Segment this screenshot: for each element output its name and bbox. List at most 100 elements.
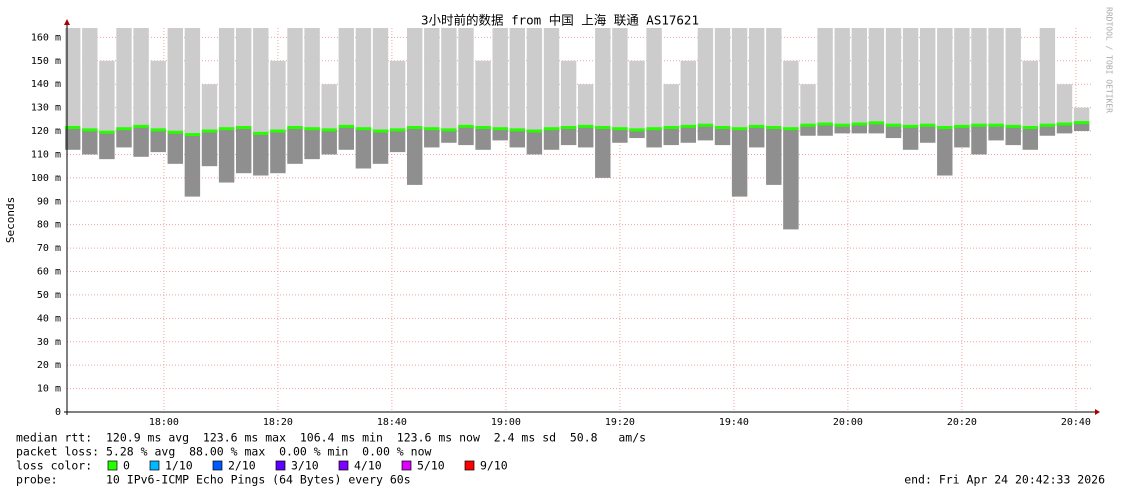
x-tick-label: 20:20 [947,417,977,428]
smoke [714,28,731,146]
median [988,123,1004,127]
smoke-low [646,128,662,148]
smoke [988,28,1004,141]
smoke [697,28,714,141]
legend-swatch [464,460,475,471]
smoke [424,28,440,148]
smoke-low [201,131,218,167]
smoke [646,28,662,148]
watermark: RRDTOOL / TOBI OETIKER [1105,7,1114,113]
legend-swatch [401,460,412,471]
median [697,123,714,127]
smoke-low [492,128,508,141]
smoke-low [834,125,850,134]
smoke [971,28,987,155]
smoke-low [458,126,474,146]
smoke [133,28,149,157]
median [424,127,440,131]
smoke [851,28,867,134]
smoke [560,60,577,146]
legend-swatch [212,460,223,471]
smoke [338,28,354,150]
smoke-low [270,131,286,174]
y-tick-label: 150 m [31,56,61,67]
median [714,126,731,130]
x-tick-label: 20:00 [833,417,863,428]
y-tick-label: 70 m [37,243,61,254]
median [663,126,679,130]
smoke [868,28,885,134]
median [492,127,508,131]
smoke-low [304,128,320,160]
y-tick-label: 120 m [31,126,61,137]
smoke-low [116,128,132,148]
smoke-low [885,125,902,139]
smoke-low [321,129,337,155]
median [920,123,936,127]
end-time: end: Fri Apr 24 20:42:33 2026 [904,473,1105,487]
y-tick-label: 10 m [37,384,61,395]
smoke-low [338,126,354,150]
smoke-low [372,131,389,164]
legend-label: 2/10 [228,459,256,473]
median [133,124,149,128]
smoke-low [612,128,628,143]
x-tick-label: 19:00 [491,417,521,428]
x-tick-label: 18:20 [263,417,293,428]
smoke [1056,84,1073,134]
median [201,129,218,133]
y-tick-label: 110 m [31,149,61,160]
median [629,128,645,132]
y-tick-label: 90 m [37,196,61,207]
smoke [680,60,696,143]
median [338,124,354,128]
median [578,124,594,128]
smoke [954,28,970,148]
smoke-low [1005,126,1021,146]
loss-label: loss color: [16,459,92,473]
smoke-low [680,126,696,143]
smoke-low [937,127,953,176]
stats-line: packet loss: 5.28 % avg 88.00 % max 0.00… [16,445,431,459]
median [902,124,919,128]
smoke-low [851,124,867,134]
y-tick-label: 40 m [37,313,61,324]
smoke-low [184,134,201,197]
x-tick-label: 20:40 [1061,417,1091,428]
legend-label: 0 [123,459,130,473]
smoke-low [133,126,149,157]
smoke [116,28,132,148]
x-tick-label: 19:40 [719,417,749,428]
median [1056,122,1073,126]
median [441,128,457,132]
chart-title: 3小时前的数据 from 中国 上海 联通 AS17621 [421,13,699,28]
legend-swatch [338,460,349,471]
median [304,127,320,131]
smoke [82,28,98,155]
legend-label: 4/10 [354,459,382,473]
median [218,127,235,131]
median [236,126,252,130]
legend-swatch [275,460,286,471]
smoke-low [697,125,714,141]
smoke [526,28,543,155]
smoke-low [65,127,81,150]
smoke-low [150,129,166,153]
x-tick-label: 19:20 [605,417,635,428]
smoke [612,28,628,143]
median [526,129,543,133]
smoke [458,28,474,146]
median [99,130,115,134]
median [167,130,183,134]
smoke [441,28,457,143]
smoke-low [731,128,748,197]
median [1039,123,1056,127]
legend-label: 1/10 [165,459,193,473]
smoke [885,28,902,139]
median [731,127,748,131]
smoke-low [578,126,594,148]
smoke-low [99,132,115,160]
smoke-low [82,129,98,155]
median [116,127,132,131]
